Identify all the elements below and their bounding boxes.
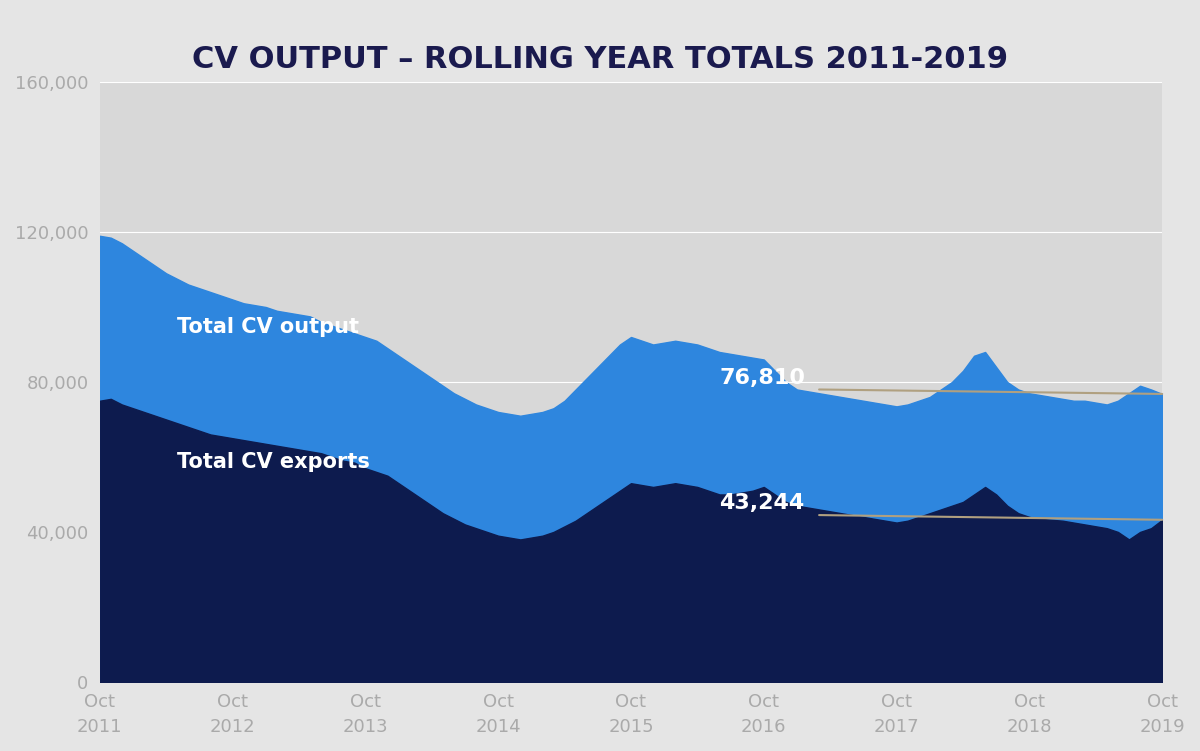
Text: 43,244: 43,244 [720,493,805,514]
Text: CV OUTPUT – ROLLING YEAR TOTALS 2011-2019: CV OUTPUT – ROLLING YEAR TOTALS 2011-201… [192,45,1008,74]
Text: 76,810: 76,810 [720,368,805,388]
Text: Total CV output: Total CV output [178,317,359,337]
Text: Total CV exports: Total CV exports [178,452,370,472]
